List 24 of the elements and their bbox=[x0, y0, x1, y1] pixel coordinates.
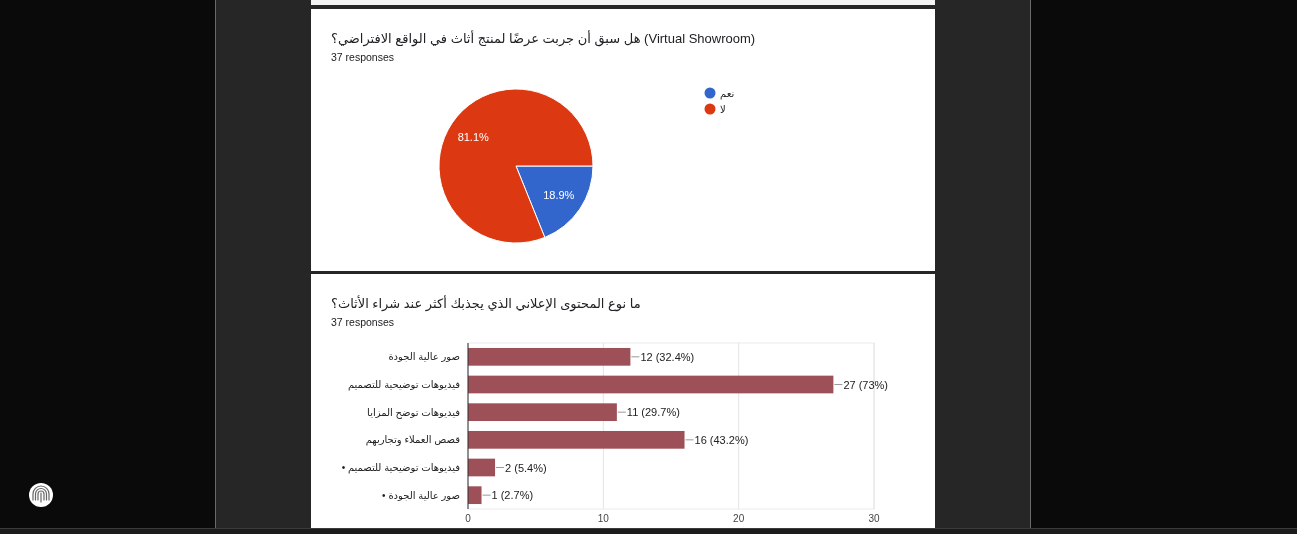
value-label: 12 (32.4%) bbox=[640, 350, 695, 363]
tick-label: 0 bbox=[465, 513, 471, 524]
category-label: صور عالية الجودة bbox=[388, 351, 460, 363]
tick-label: 20 bbox=[733, 513, 745, 524]
subtitle: 37 responses bbox=[331, 51, 395, 63]
slice-label: 18.9% bbox=[543, 188, 575, 201]
value-label: 27 (73%) bbox=[843, 378, 889, 391]
category-label: • صور عالية الجودة bbox=[382, 489, 460, 501]
value-label: 1 (2.7%) bbox=[491, 489, 534, 502]
category-label: • فيديوهات توضيحية للتصميم bbox=[341, 462, 460, 473]
value-label: 11 (29.7%) bbox=[626, 406, 680, 419]
title: ما نوع المحتوى الإعلاني الذي يجذبك أكثر عند شراء الأثاث؟ bbox=[331, 296, 641, 311]
legend-label: نعم bbox=[720, 87, 735, 99]
category-label: فيديوهات توضح المزايا bbox=[367, 406, 460, 418]
title: هل سبق أن جربت عرضًا لمنتج أثاث في الواقع الافتراضي؟ (Virtual Showroom) bbox=[331, 31, 756, 46]
tick-label: 30 bbox=[868, 513, 880, 524]
subtitle: 37 responses bbox=[331, 316, 395, 328]
legend-label: لا bbox=[720, 103, 726, 115]
value-label: 2 (5.4%) bbox=[505, 461, 547, 474]
tick-label: 10 bbox=[597, 513, 609, 524]
slice-label: 81.1% bbox=[457, 131, 489, 144]
value-label: 16 (43.2%) bbox=[694, 433, 749, 446]
category-label: فيديوهات توضيحية للتصميم bbox=[347, 379, 460, 390]
category-label: قصص العملاء وتجاربهم bbox=[365, 434, 460, 446]
